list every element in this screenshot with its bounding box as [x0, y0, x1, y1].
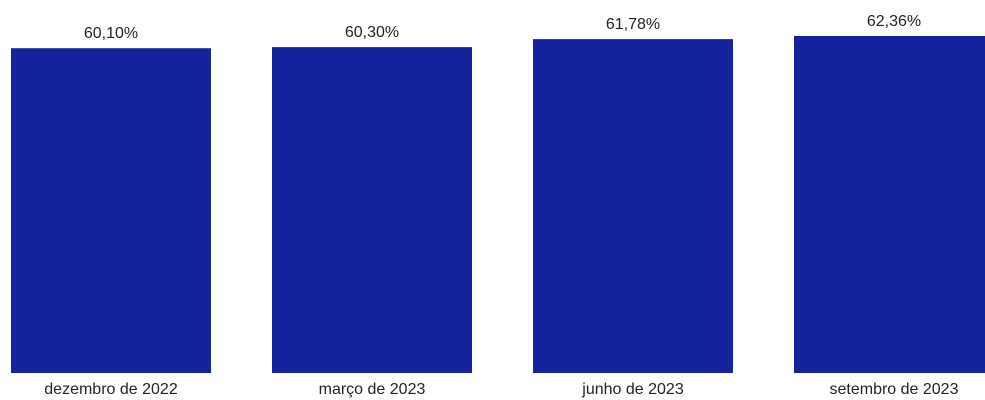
x-tick-label-1: dezembro de 2022 [44, 381, 178, 398]
data-labels-group: 60,10% 60,30% 61,78% 62,36% [84, 13, 921, 42]
bar-2[interactable] [272, 47, 472, 374]
data-label-1: 60,10% [84, 25, 138, 42]
data-label-2: 60,30% [345, 24, 399, 41]
bar-1[interactable] [11, 48, 211, 373]
data-label-3: 61,78% [606, 16, 660, 33]
bar-4[interactable] [794, 36, 985, 373]
x-tick-label-2: março de 2023 [319, 381, 426, 398]
x-axis-tick-labels: dezembro de 2022 março de 2023 junho de 20… [44, 381, 958, 398]
data-label-4: 62,36% [867, 13, 921, 30]
bars-group [11, 36, 985, 374]
x-tick-label-3: junho de 2023 [581, 381, 684, 398]
bar-3[interactable] [533, 39, 733, 374]
x-tick-label-4: setembro de 2023 [830, 381, 959, 398]
